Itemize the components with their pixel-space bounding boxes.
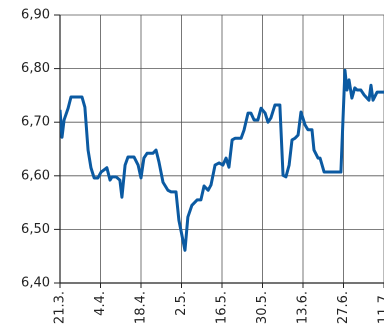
x-tick-label: 4.4. <box>93 291 108 316</box>
x-tick-label: 30.5. <box>255 291 270 324</box>
x-tick-label: 13.6. <box>296 291 311 324</box>
x-tick-label: 16.5. <box>215 291 230 324</box>
y-tick-label: 6,40 <box>21 276 50 291</box>
x-tick-label: 21.3. <box>53 291 68 324</box>
y-tick-label: 6,70 <box>21 115 50 130</box>
y-tick-label: 6,50 <box>21 222 50 237</box>
x-tick-label: 27.6. <box>336 291 351 324</box>
x-tick-label: 11.7. <box>377 291 384 324</box>
x-tick-label: 2.5. <box>174 291 189 316</box>
y-tick-label: 6,80 <box>21 61 50 76</box>
y-tick-label: 6,90 <box>21 8 50 23</box>
x-tick-label: 18.4. <box>134 291 149 324</box>
y-tick-label: 6,60 <box>21 168 50 183</box>
data-line <box>60 68 384 252</box>
